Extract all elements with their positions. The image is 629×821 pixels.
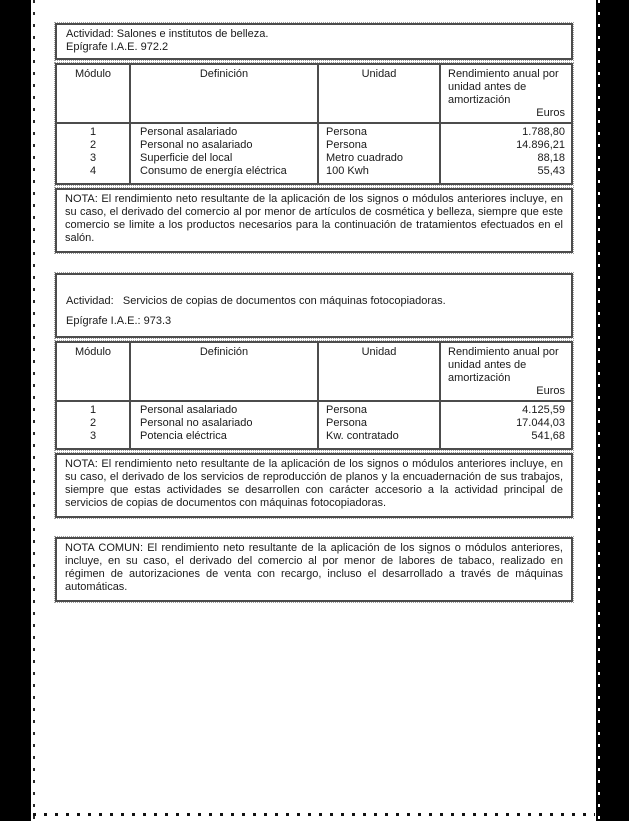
cell-importe: 4.125,59 — [439, 402, 571, 417]
header-cell-modulo: Módulo — [74, 68, 112, 80]
table-row: 2 Personal no asalariado Persona 17.044,… — [57, 417, 571, 430]
activity-block-salones: Actividad: Salones e institutos de belle… — [54, 22, 574, 254]
cell-modulo: 4 — [89, 165, 97, 177]
cell-modulo: 1 — [89, 126, 97, 138]
cell-definicion: Personal no asalariado — [129, 417, 317, 430]
cell-unidad: Persona — [317, 139, 439, 152]
nota-cell: NOTA: El rendimiento neto resultante de … — [54, 187, 574, 254]
perforation-dots-left — [33, 0, 35, 821]
nota-cell: NOTA: El rendimiento neto resultante de … — [54, 452, 574, 519]
cell-definicion: Personal asalariado — [129, 124, 317, 139]
table-header-row: Módulo Definición Unidad Rendimiento anu… — [57, 343, 571, 402]
epigrafe-line: Epígrafe I.A.E. 972.2 — [66, 41, 169, 53]
header-cell-unidad: Unidad — [317, 343, 439, 400]
table-row: 1 Personal asalariado Persona 1.788,80 — [57, 124, 571, 139]
cell-definicion: Superficie del local — [129, 152, 317, 165]
cell-unidad: Kw. contratado — [317, 430, 439, 448]
cell-importe: 14.896,21 — [439, 139, 571, 152]
perforation-dots-right — [598, 0, 600, 821]
table-body: 1 Personal asalariado Persona 4.125,59 2… — [57, 402, 571, 448]
cell-importe: 17.044,03 — [439, 417, 571, 430]
cell-importe: 55,43 — [439, 165, 571, 183]
header-cell-definicion: Definición — [129, 65, 317, 122]
activity-line: Actividad: Servicios de copias de docume… — [66, 295, 446, 307]
scan-black-bar-left — [0, 0, 31, 821]
header-cell-unidad: Unidad — [317, 65, 439, 122]
cell-modulo: 2 — [89, 417, 97, 429]
cell-modulo: 2 — [89, 139, 97, 151]
modules-table: Módulo Definición Unidad Rendimiento anu… — [54, 62, 574, 186]
cell-importe: 1.788,80 — [439, 124, 571, 139]
header-cell-modulo: Módulo — [74, 346, 112, 358]
header-cell-definicion: Definición — [129, 343, 317, 400]
cell-definicion: Personal no asalariado — [129, 139, 317, 152]
cell-importe: 88,18 — [439, 152, 571, 165]
table-row: 2 Personal no asalariado Persona 14.896,… — [57, 139, 571, 152]
perforation-dots-bottom — [33, 813, 595, 816]
activity-header: Actividad: Servicios de copias de docume… — [54, 272, 574, 339]
table-body: 1 Personal asalariado Persona 1.788,80 2… — [57, 124, 571, 183]
euros-label: Euros — [536, 107, 565, 119]
table-row: 3 Potencia eléctrica Kw. contratado 541,… — [57, 430, 571, 448]
nota-comun-block: NOTA COMUN: El rendimiento neto resultan… — [54, 536, 574, 603]
cell-definicion: Potencia eléctrica — [129, 430, 317, 448]
header-cell-rendimiento: Rendimiento anual por unidad antes de am… — [439, 65, 571, 122]
cell-unidad: Metro cuadrado — [317, 152, 439, 165]
nota-comun-cell: NOTA COMUN: El rendimiento neto resultan… — [54, 536, 574, 603]
cell-unidad: Persona — [317, 402, 439, 417]
cell-modulo: 1 — [89, 404, 97, 416]
modules-table: Módulo Definición Unidad Rendimiento anu… — [54, 340, 574, 451]
table-header-row: Módulo Definición Unidad Rendimiento anu… — [57, 65, 571, 124]
cell-unidad: 100 Kwh — [317, 165, 439, 183]
cell-unidad: Persona — [317, 124, 439, 139]
table-row: 4 Consumo de energía eléctrica 100 Kwh 5… — [57, 165, 571, 183]
activity-line: Actividad: Salones e institutos de belle… — [66, 28, 269, 40]
epigrafe-line: Epígrafe I.A.E.: 973.3 — [66, 315, 172, 327]
cell-definicion: Consumo de energía eléctrica — [129, 165, 317, 183]
rendimiento-label: Rendimiento anual por unidad antes de am… — [448, 68, 559, 106]
table-row: 1 Personal asalariado Persona 4.125,59 — [57, 402, 571, 417]
cell-importe: 541,68 — [439, 430, 571, 448]
scan-black-bar-right — [596, 0, 629, 821]
cell-definicion: Personal asalariado — [129, 402, 317, 417]
rendimiento-label: Rendimiento anual por unidad antes de am… — [448, 346, 559, 384]
table-row: 3 Superficie del local Metro cuadrado 88… — [57, 152, 571, 165]
cell-modulo: 3 — [89, 152, 97, 164]
activity-block-fotocopias: Actividad: Servicios de copias de docume… — [54, 272, 574, 519]
euros-label: Euros — [536, 385, 565, 397]
cell-modulo: 3 — [89, 430, 97, 442]
header-cell-rendimiento: Rendimiento anual por unidad antes de am… — [439, 343, 571, 400]
cell-unidad: Persona — [317, 417, 439, 430]
activity-header: Actividad: Salones e institutos de belle… — [54, 22, 574, 61]
